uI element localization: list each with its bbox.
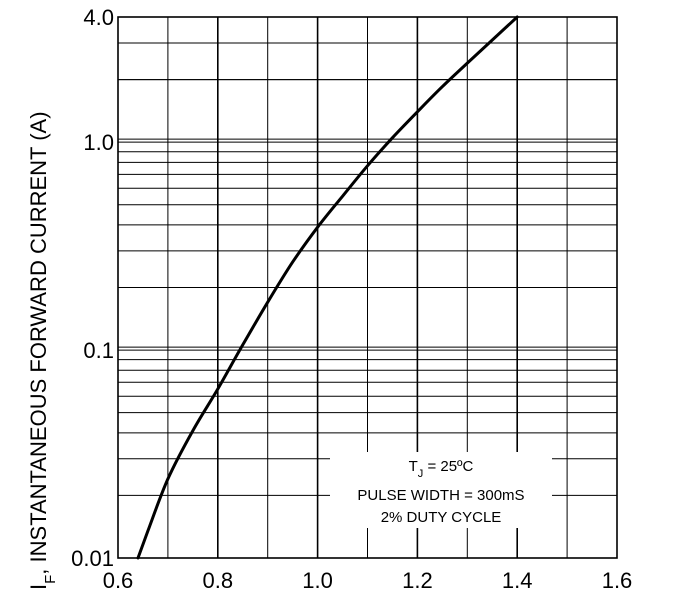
x-tick-labels: 0.6 0.8 1.0 1.2 1.4 1.6: [103, 568, 633, 592]
x-tick-label: 1.4: [502, 568, 533, 592]
annotation-box: [330, 452, 552, 528]
y-tick-label: 0.01: [71, 546, 114, 571]
x-tick-label: 0.8: [203, 568, 234, 592]
x-tick-label: 0.6: [103, 568, 134, 592]
y-tick-label: 0.1: [83, 338, 114, 363]
annotation-line-1: TJ = 25ºC: [409, 458, 474, 480]
x-tick-label: 1.2: [402, 568, 433, 592]
curve-layer: [136, 15, 519, 560]
x-tick-label: 1.6: [602, 568, 633, 592]
y-tick-label: 4.0: [83, 5, 114, 30]
x-tick-label: 1.0: [302, 568, 333, 592]
plot-border: [117, 16, 618, 559]
forward-current-curve: [136, 15, 519, 560]
plot-frame: [117, 16, 618, 559]
y-tick-label: 1.0: [83, 130, 114, 155]
annotation-line-2: PULSE WIDTH = 300mS: [357, 487, 524, 504]
annotation-line-3: 2% DUTY CYCLE: [381, 509, 502, 526]
y-axis-label: IF, INSTANTANEOUS FORWARD CURRENT (A): [26, 111, 59, 590]
y-tick-labels: 0.01 0.1 1.0 4.0: [71, 5, 114, 571]
grid: [118, 17, 617, 558]
